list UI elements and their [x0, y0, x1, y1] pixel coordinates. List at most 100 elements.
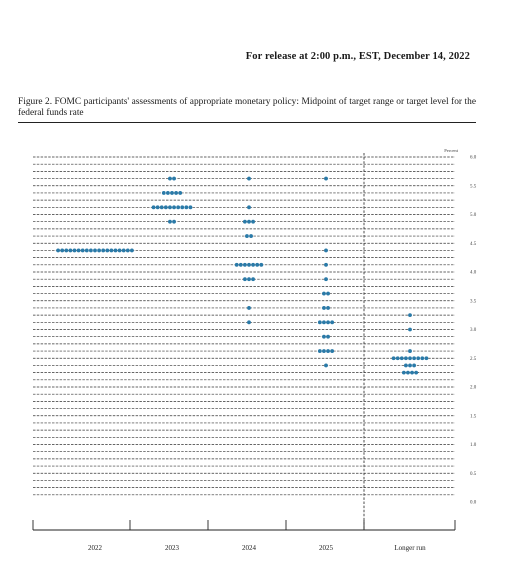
dot-point — [243, 219, 247, 224]
y-tick-label: 2.5 — [470, 357, 477, 362]
y-tick-label: 3.5 — [470, 299, 477, 304]
dot-point — [172, 205, 176, 210]
x-category-label: 2023 — [165, 544, 180, 552]
dot-point — [404, 356, 408, 361]
gridlines — [33, 156, 455, 496]
dot-point — [399, 356, 404, 361]
dot-point — [404, 363, 408, 368]
dot-point — [166, 191, 170, 195]
y-tick-label: 4.0 — [470, 271, 477, 276]
dot-point — [326, 334, 330, 339]
dot-point — [249, 234, 253, 238]
dot-point — [113, 248, 118, 253]
dot-point — [326, 349, 330, 353]
dot-point — [408, 349, 412, 353]
x-category-label: 2025 — [319, 544, 334, 552]
dot-point — [243, 277, 247, 282]
dot-point — [247, 262, 251, 267]
axes — [32, 153, 456, 531]
dot-point — [184, 205, 189, 210]
dot-point — [326, 306, 330, 310]
dot-point — [322, 291, 326, 296]
x-category-label: 2024 — [242, 544, 257, 552]
dot-point — [155, 205, 160, 210]
dot-point — [84, 248, 89, 253]
y-tick-label: 5.5 — [470, 184, 477, 189]
y-tick-label: 0.5 — [470, 472, 477, 477]
dot-point — [168, 219, 172, 224]
dot-point — [161, 191, 166, 195]
dot-point — [105, 248, 110, 253]
dot-point — [324, 363, 328, 368]
dot-point — [408, 363, 412, 368]
y-tick-label: 4.5 — [470, 242, 477, 247]
dot-point — [424, 356, 429, 361]
dot-point — [172, 176, 176, 181]
dot-point — [101, 248, 106, 253]
dot-point — [408, 313, 412, 318]
dot-point — [151, 205, 156, 210]
dot-point — [324, 248, 328, 253]
dot-point — [251, 262, 256, 267]
dot-point — [243, 262, 247, 267]
dot-point — [72, 248, 77, 253]
dot-point — [412, 356, 416, 361]
y-tick-label: 3.0 — [470, 328, 477, 333]
x-category-label: 2022 — [88, 544, 103, 552]
dot-point — [406, 370, 410, 375]
dot-point — [322, 334, 326, 339]
dot-point — [317, 320, 322, 325]
dot-point — [247, 205, 251, 210]
dot-point — [324, 262, 328, 267]
dot-point — [97, 248, 101, 253]
dot-point — [170, 191, 174, 195]
dot-point — [416, 356, 421, 361]
dot-point — [251, 277, 256, 282]
dot-point — [247, 219, 251, 224]
title-rule — [18, 122, 476, 123]
dot-point — [412, 363, 416, 368]
dot-point — [324, 277, 328, 282]
dot-point — [68, 248, 73, 253]
y-tick-label: 1.5 — [470, 414, 477, 419]
dot-point — [395, 356, 400, 361]
release-line: For release at 2:00 p.m., EST, December … — [245, 51, 470, 62]
dot-point — [159, 205, 164, 210]
dot-point — [391, 356, 396, 361]
dot-point — [420, 356, 425, 361]
dot-point — [247, 320, 251, 325]
dot-point — [121, 248, 126, 253]
dot-point — [89, 248, 93, 253]
y-tick-label: 2.0 — [470, 386, 477, 391]
dot-point — [64, 248, 69, 253]
y-unit-label: Percent — [444, 148, 458, 153]
dot-point — [117, 248, 122, 253]
dot-point — [163, 205, 168, 210]
y-tick-label: 1.0 — [470, 443, 477, 448]
dot-point — [125, 248, 130, 253]
dot-point — [60, 248, 65, 253]
dot-point — [324, 176, 328, 181]
dot-point — [330, 349, 335, 353]
dot-point — [251, 219, 256, 224]
dot-point — [247, 176, 251, 181]
dot-point — [130, 248, 134, 253]
dot-point — [168, 176, 172, 181]
dot-point — [234, 262, 239, 267]
dot-point — [326, 291, 330, 296]
dot-point — [322, 306, 326, 310]
dot-point — [168, 205, 172, 210]
dots — [56, 176, 429, 375]
dot-point — [56, 248, 60, 253]
dot-point — [408, 356, 412, 361]
dot-point — [410, 370, 414, 375]
dot-point — [172, 219, 176, 224]
dot-point — [109, 248, 114, 253]
labels: 0.0 0.5 1.0 1.5 2.0 2.5 3.0 3.5 4.0 4.5 5.0 5.5 6.0 P… — [88, 148, 477, 552]
y-tick-label: 0.0 — [470, 501, 477, 506]
dot-point — [180, 205, 185, 210]
dot-point — [330, 320, 335, 325]
dot-point — [176, 205, 181, 210]
y-tick-label: 5.0 — [470, 213, 477, 218]
